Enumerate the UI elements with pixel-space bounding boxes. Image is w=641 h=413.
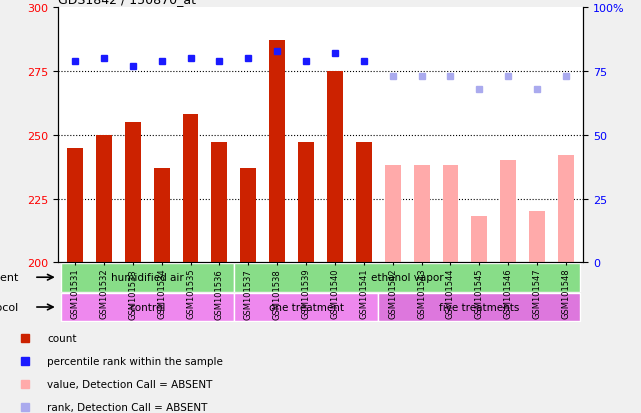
Bar <box>529 212 545 263</box>
Bar <box>558 156 574 263</box>
Bar <box>298 143 314 263</box>
Text: value, Detection Call = ABSENT: value, Detection Call = ABSENT <box>47 379 213 389</box>
Bar <box>125 123 141 263</box>
Text: percentile rank within the sample: percentile rank within the sample <box>47 356 223 366</box>
Text: control: control <box>129 302 165 312</box>
Text: count: count <box>47 334 77 344</box>
Bar <box>96 135 112 263</box>
Text: ethanol vapor: ethanol vapor <box>371 273 444 282</box>
Bar <box>61 263 234 292</box>
Bar <box>385 166 401 263</box>
Text: protocol: protocol <box>0 302 18 312</box>
Bar <box>61 293 234 322</box>
Bar <box>154 169 170 263</box>
Bar <box>58 263 583 413</box>
Bar <box>240 169 256 263</box>
Bar <box>500 161 516 263</box>
Bar <box>67 148 83 263</box>
Text: agent: agent <box>0 273 18 282</box>
Bar <box>234 293 378 322</box>
Bar <box>327 72 343 263</box>
Bar <box>356 143 372 263</box>
Text: five treatments: five treatments <box>439 302 519 312</box>
Bar <box>212 143 228 263</box>
Text: rank, Detection Call = ABSENT: rank, Detection Call = ABSENT <box>47 402 208 412</box>
Bar <box>413 166 429 263</box>
Bar <box>378 293 580 322</box>
Bar <box>442 166 458 263</box>
Bar <box>471 217 487 263</box>
Text: one treatment: one treatment <box>269 302 344 312</box>
Text: GDS1842 / 150870_at: GDS1842 / 150870_at <box>58 0 196 6</box>
Text: humidified air: humidified air <box>111 273 183 282</box>
Bar <box>269 41 285 263</box>
Bar <box>183 115 199 263</box>
Bar <box>234 263 580 292</box>
